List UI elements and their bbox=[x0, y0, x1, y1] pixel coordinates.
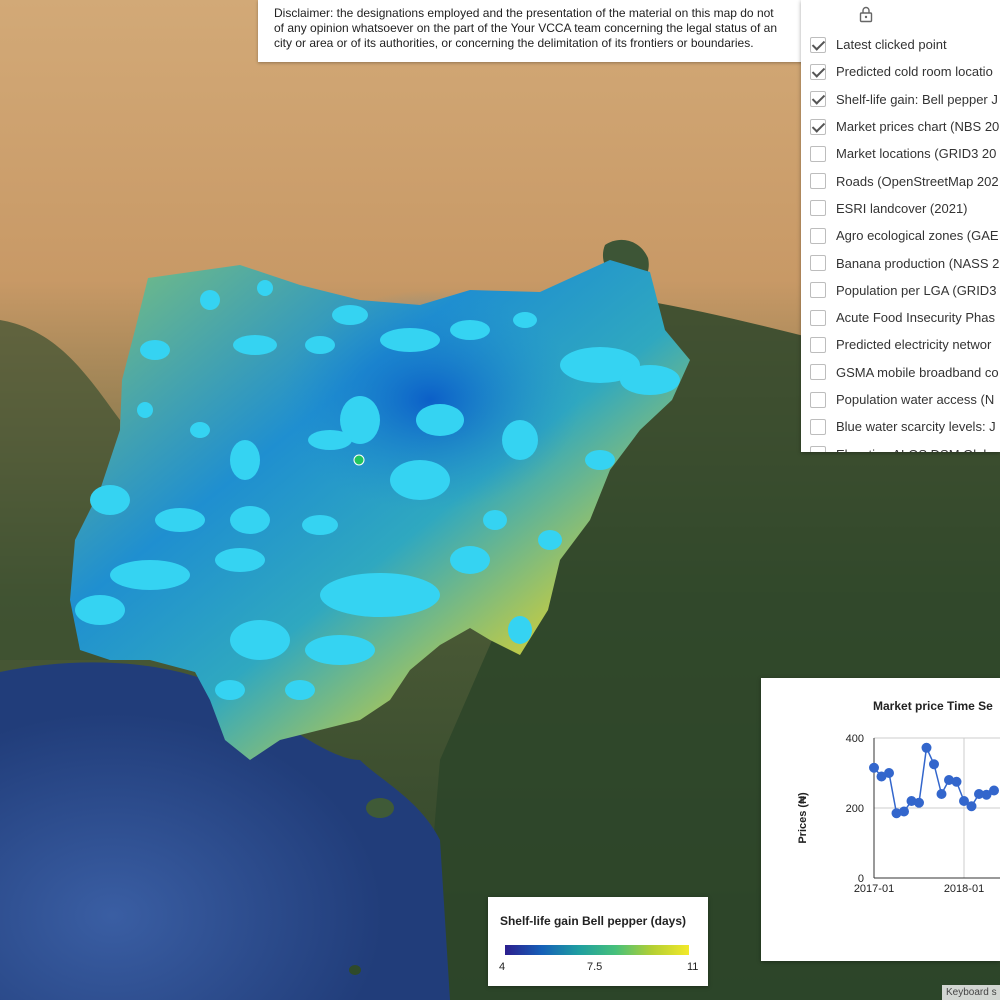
chart-y-tick-label: 400 bbox=[846, 733, 864, 745]
layer-label: Population per LGA (GRID3 bbox=[836, 282, 997, 298]
layer-label: Shelf-life gain: Bell pepper J bbox=[836, 91, 998, 107]
layer-label: Predicted electricity networ bbox=[836, 337, 992, 353]
layer-row[interactable]: Population per LGA (GRID3 bbox=[801, 277, 1000, 304]
disclaimer-line-2: of any opinion whatsoever on the part of… bbox=[274, 21, 777, 35]
layer-label: Acute Food Insecurity Phas bbox=[836, 310, 995, 326]
cold-room-clusters bbox=[75, 280, 680, 700]
legend-title: Shelf-life gain Bell pepper (days) bbox=[499, 914, 687, 928]
chart-data-point bbox=[989, 785, 999, 796]
layer-label: Banana production (NASS 2 bbox=[836, 255, 1000, 271]
layer-row[interactable]: Market locations (GRID3 20 bbox=[801, 140, 1000, 167]
chart-data-point bbox=[944, 775, 954, 785]
layer-checkbox[interactable] bbox=[810, 118, 826, 135]
layer-row[interactable]: Acute Food Insecurity Phas bbox=[801, 304, 1000, 331]
layer-checkbox[interactable] bbox=[810, 418, 826, 435]
chart-data-point bbox=[876, 771, 887, 782]
layer-row[interactable]: Latest clicked point bbox=[801, 31, 1000, 58]
chart-data-point bbox=[869, 762, 879, 773]
layer-row[interactable]: Shelf-life gain: Bell pepper J bbox=[801, 86, 1000, 113]
chart-data-point bbox=[929, 759, 939, 770]
lock-icon[interactable] bbox=[858, 5, 874, 23]
ocean-area bbox=[0, 662, 450, 1000]
layer-checkbox[interactable] bbox=[810, 364, 826, 381]
chart-data-point bbox=[921, 742, 932, 753]
layer-row[interactable]: Market prices chart (NBS 20 bbox=[801, 113, 1000, 140]
layer-label: Blue water scarcity levels: J bbox=[836, 419, 996, 435]
island-small bbox=[349, 965, 361, 975]
layer-checkbox[interactable] bbox=[810, 91, 826, 108]
chart-y-tick-label: 200 bbox=[846, 803, 864, 815]
keyboard-shortcuts-link[interactable]: Keyboard s bbox=[942, 985, 1000, 1000]
layer-checkbox[interactable] bbox=[810, 173, 826, 190]
layer-panel[interactable]: Latest clicked point Predicted cold room … bbox=[801, 0, 1000, 452]
disclaimer-line-3: city or area or of its authorities, or c… bbox=[274, 36, 754, 50]
chart-data-point bbox=[891, 808, 902, 819]
layer-row[interactable]: Blue water scarcity levels: J bbox=[801, 413, 1000, 440]
layer-row[interactable]: Predicted cold room locatio bbox=[801, 58, 1000, 85]
layer-checkbox[interactable] bbox=[810, 282, 826, 299]
chart-series-line bbox=[873, 745, 995, 815]
layer-row[interactable]: Population water access (N bbox=[801, 386, 1000, 413]
market-price-chart-panel: Market price Time Se Prices (₦) 0 200 400 2… bbox=[761, 678, 1000, 961]
chart-x-tick-label: 2017-01 bbox=[854, 883, 894, 895]
chart-data-point bbox=[914, 797, 924, 808]
chart-plot: 0 200 400 2017-01 2018-01 bbox=[846, 733, 1000, 895]
layer-label: ESRI landcover (2021) bbox=[836, 200, 968, 216]
chart-data-point bbox=[974, 789, 984, 799]
legend-min-label: 4 bbox=[499, 961, 506, 973]
low-value-zone bbox=[280, 290, 580, 510]
disclaimer-line-1: Disclaimer: the designations employed an… bbox=[274, 6, 774, 20]
latest-clicked-point-marker bbox=[353, 454, 365, 466]
layer-label: GSMA mobile broadband co bbox=[836, 364, 999, 380]
chart-data-point bbox=[899, 806, 909, 817]
layer-list: Latest clicked point Predicted cold room … bbox=[801, 31, 1000, 452]
layer-checkbox[interactable] bbox=[810, 200, 826, 217]
layer-checkbox[interactable] bbox=[810, 336, 826, 353]
layer-checkbox[interactable] bbox=[810, 36, 826, 53]
layer-label: Population water access (N bbox=[836, 392, 995, 407]
layer-checkbox[interactable] bbox=[810, 309, 826, 326]
layer-row[interactable]: Agro ecological zones (GAE bbox=[801, 222, 1000, 249]
disclaimer-box: Disclaimer: the designations employed an… bbox=[258, 0, 806, 62]
chart-data-point bbox=[966, 801, 977, 812]
chart-data-point bbox=[981, 789, 992, 800]
layer-checkbox[interactable] bbox=[810, 255, 826, 272]
island-bioko bbox=[366, 798, 394, 818]
chart-data-point bbox=[906, 796, 917, 806]
layer-row[interactable]: ESRI landcover (2021) bbox=[801, 195, 1000, 222]
chart-data-point bbox=[959, 796, 969, 806]
layer-label: Roads (OpenStreetMap 202 bbox=[836, 173, 999, 189]
layer-row[interactable]: Roads (OpenStreetMap 202 bbox=[801, 167, 1000, 194]
layer-label: Predicted cold room locatio bbox=[836, 64, 993, 80]
chart-data-point bbox=[884, 768, 894, 778]
shelf-life-legend: Shelf-life gain Bell pepper (days) 4 7.5… bbox=[488, 897, 708, 986]
legend-max-label: 11 bbox=[687, 961, 699, 973]
chart-x-tick-label: 2018-01 bbox=[944, 883, 984, 895]
chart-data-point bbox=[951, 776, 962, 787]
layer-row[interactable]: Predicted electricity networ bbox=[801, 331, 1000, 358]
layer-checkbox[interactable] bbox=[810, 227, 826, 244]
legend-mid-label: 7.5 bbox=[587, 961, 603, 973]
layer-label: Agro ecological zones (GAE bbox=[836, 228, 999, 244]
layer-checkbox[interactable] bbox=[810, 446, 826, 452]
layer-row[interactable]: Elevation ALOS DSM Globa bbox=[801, 440, 1000, 452]
legend-color-ramp bbox=[505, 945, 689, 955]
layer-label: Market locations (GRID3 20 bbox=[836, 146, 997, 162]
layer-label: Latest clicked point bbox=[836, 37, 947, 53]
chart-data-point bbox=[936, 789, 947, 799]
layer-label: Market prices chart (NBS 20 bbox=[836, 119, 1000, 135]
layer-row[interactable]: Banana production (NASS 2 bbox=[801, 249, 1000, 276]
layer-row[interactable]: GSMA mobile broadband co bbox=[801, 359, 1000, 386]
chart-title: Market price Time Se bbox=[873, 699, 993, 713]
layer-checkbox[interactable] bbox=[810, 63, 826, 80]
layer-checkbox[interactable] bbox=[810, 145, 826, 162]
layer-checkbox[interactable] bbox=[810, 391, 826, 408]
layer-label: Elevation ALOS DSM Globa bbox=[836, 447, 998, 452]
chart-y-tick-label: 0 bbox=[858, 873, 864, 885]
